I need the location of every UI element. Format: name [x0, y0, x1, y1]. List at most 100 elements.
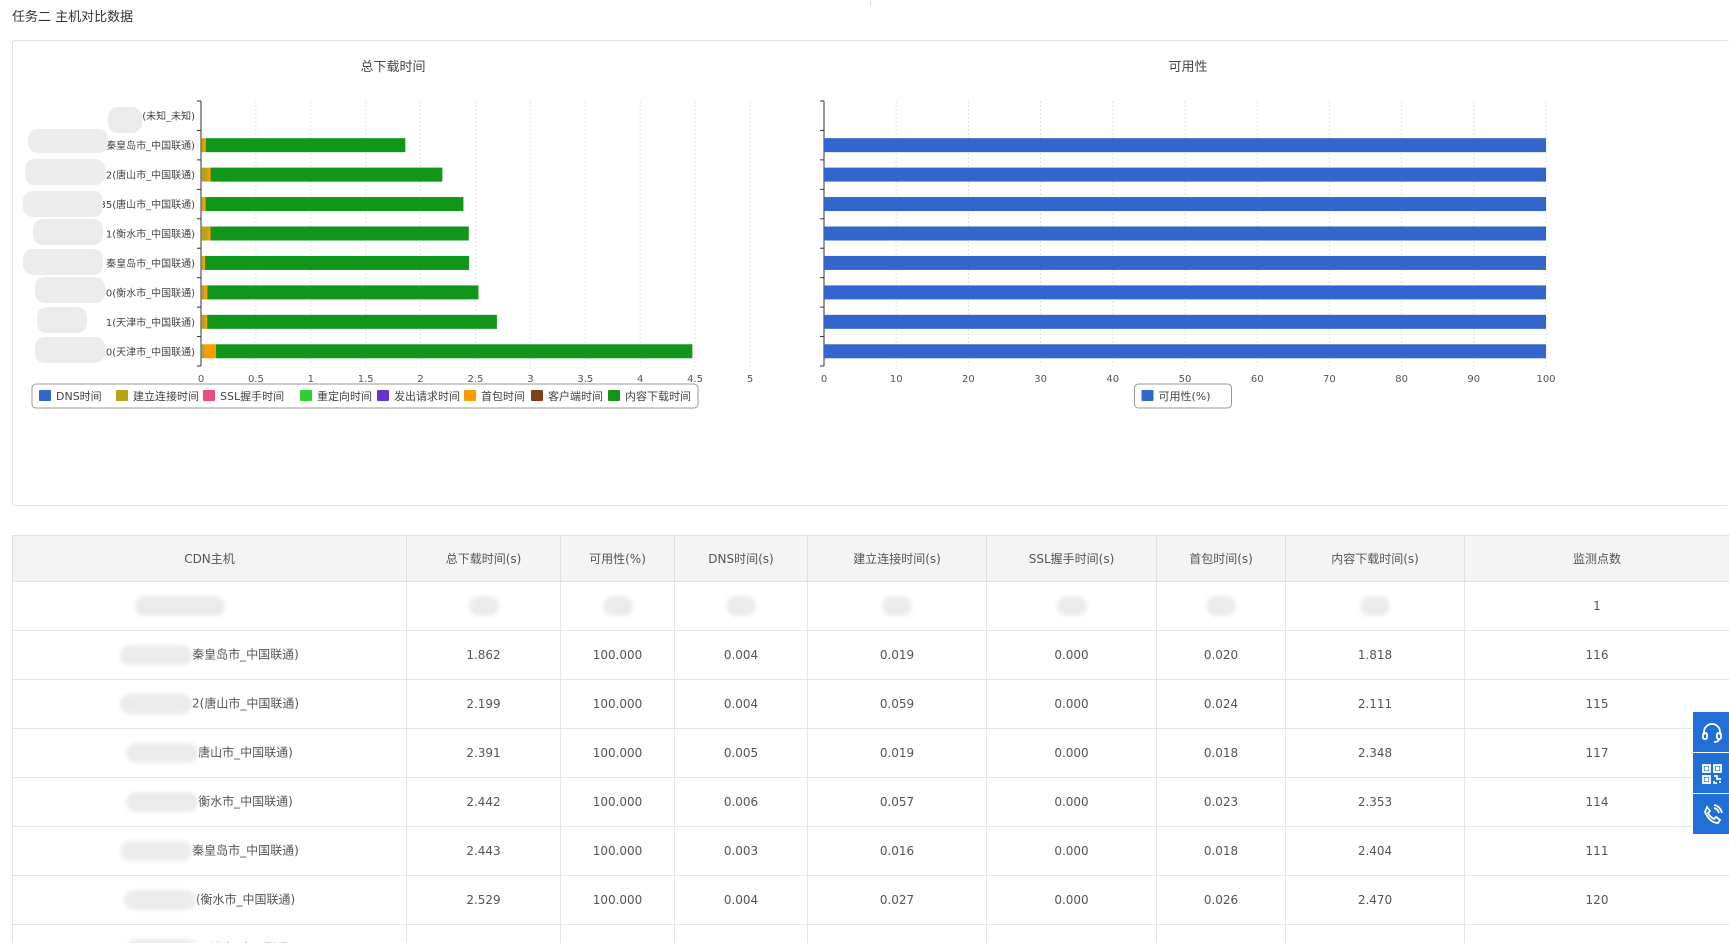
legend-swatch[interactable]	[464, 390, 476, 401]
cell-value: 114	[1585, 795, 1609, 809]
qr-code-button[interactable]	[1693, 753, 1729, 793]
bar-segment[interactable]	[203, 255, 206, 270]
bar-segment[interactable]	[204, 314, 208, 329]
bar-segment[interactable]	[210, 167, 443, 182]
bar-segment[interactable]	[824, 197, 1546, 212]
bar-segment[interactable]	[201, 197, 202, 212]
legend-swatch[interactable]	[1141, 390, 1154, 401]
redacted-value	[602, 596, 633, 616]
bar-segment[interactable]	[824, 344, 1546, 359]
cell-value: 1.818	[1357, 648, 1393, 662]
bar-segment[interactable]	[824, 167, 1546, 182]
col-header-first-packet[interactable]: 首包时间(s)	[1156, 535, 1286, 582]
bar-segment[interactable]	[215, 344, 693, 359]
table-cell: 100.000	[560, 679, 675, 729]
cell-value: 天津市_中国联通)	[198, 942, 293, 943]
table-cell: 0.023	[1156, 777, 1286, 827]
table-row[interactable]: (衡水市_中国联通) 2.529 100.000 0.004 0.027 0.000 0.0…	[12, 875, 1729, 925]
legend-swatch[interactable]	[608, 390, 620, 401]
bar-segment[interactable]	[207, 285, 479, 300]
col-header-connect[interactable]: 建立连接时间(s)	[807, 535, 987, 582]
bar-segment[interactable]	[207, 167, 211, 182]
legend-label[interactable]: DNS时间	[56, 390, 102, 403]
legend-swatch[interactable]	[203, 390, 215, 401]
col-header-ssl[interactable]: SSL握手时间(s)	[986, 535, 1157, 582]
table-row[interactable]: 1	[12, 581, 1729, 631]
bar-segment[interactable]	[201, 285, 202, 300]
bar-segment[interactable]	[201, 314, 202, 329]
table-cell: 天津市_中国联通)	[12, 924, 407, 943]
bar-segment[interactable]	[207, 226, 211, 241]
bar-segment[interactable]	[205, 197, 464, 212]
table-row[interactable]: 天津市_中国联通) 2.697100.0000.0050.0310.0000.02…	[12, 924, 1729, 943]
legend-swatch[interactable]	[300, 390, 312, 401]
bar-segment[interactable]	[201, 255, 204, 270]
table-cell: 114	[1464, 777, 1729, 827]
phone-button[interactable]	[1693, 794, 1729, 834]
bar-segment[interactable]	[204, 285, 208, 300]
table-row[interactable]: 秦皇岛市_中国联通) 2.443 100.000 0.003 0.016 0.000 0.0…	[12, 826, 1729, 876]
bar-segment[interactable]	[201, 285, 205, 300]
table-cell: 0.006	[674, 777, 808, 827]
col-header-availability[interactable]: 可用性(%)	[560, 535, 675, 582]
cell-value: 0.000	[1054, 795, 1089, 809]
bar-segment[interactable]	[204, 344, 216, 359]
legend-label[interactable]: 客户端时间	[548, 389, 603, 403]
bar-segment[interactable]	[201, 226, 202, 241]
legend-label[interactable]: 发出请求时间	[394, 389, 460, 403]
legend-label[interactable]: 首包时间	[481, 389, 525, 403]
cell-value: 0.018	[1203, 844, 1239, 858]
cell-value: 0.000	[1054, 746, 1089, 760]
legend-swatch[interactable]	[39, 390, 51, 401]
bar-segment[interactable]	[205, 255, 470, 270]
legend-label[interactable]: SSL握手时间	[220, 389, 284, 403]
legend-swatch[interactable]	[531, 390, 543, 401]
redacted-label	[35, 337, 105, 363]
legend-label[interactable]: 可用性(%)	[1159, 389, 1211, 403]
bar-segment[interactable]	[203, 197, 206, 212]
bar-segment[interactable]	[201, 314, 205, 329]
table-row[interactable]: 秦皇岛市_中国联通) 1.862 100.000 0.004 0.019 0.000 0.0…	[12, 630, 1729, 680]
legend-swatch[interactable]	[116, 390, 128, 401]
col-header-content-download[interactable]: 内容下载时间(s)	[1285, 535, 1465, 582]
cell-value: 0.004	[723, 697, 759, 711]
legend-label[interactable]: 内容下载时间	[625, 389, 691, 403]
bar-segment[interactable]	[201, 167, 208, 182]
bar-segment[interactable]	[201, 197, 204, 212]
table-cell: 120	[1464, 875, 1729, 925]
support-chat-button[interactable]	[1693, 712, 1729, 752]
bar-segment[interactable]	[824, 255, 1546, 270]
cell-value: 2.443	[466, 844, 501, 858]
bar-segment[interactable]	[201, 344, 205, 359]
table-cell: 0.019	[807, 630, 987, 680]
bar-segment[interactable]	[210, 226, 469, 241]
table-row[interactable]: 衡水市_中国联通) 2.442 100.000 0.006 0.057 0.000 0.02…	[12, 777, 1729, 827]
bar-segment[interactable]	[201, 344, 202, 359]
bar-segment[interactable]	[207, 314, 497, 329]
table-row[interactable]: 唐山市_中国联通) 2.391 100.000 0.005 0.019 0.000 0.01…	[12, 728, 1729, 778]
bar-segment[interactable]	[201, 226, 208, 241]
bar-segment[interactable]	[201, 255, 202, 270]
col-header-points[interactable]: 监测点数	[1464, 535, 1729, 582]
table-row[interactable]: 2(唐山市_中国联通) 2.199 100.000 0.004 0.059 0.000 0.…	[12, 679, 1729, 729]
bar-segment[interactable]	[824, 138, 1546, 153]
bar-segment[interactable]	[824, 226, 1546, 241]
bar-segment[interactable]	[203, 138, 206, 153]
legend-swatch[interactable]	[377, 390, 389, 401]
legend-label[interactable]: 重定向时间	[317, 389, 372, 403]
col-header-host[interactable]: CDN主机	[12, 535, 407, 582]
x-tick-label: 1	[308, 374, 314, 385]
bar-segment[interactable]	[201, 138, 202, 153]
table-cell: 2.348	[1285, 728, 1465, 778]
col-header-dns[interactable]: DNS时间(s)	[674, 535, 808, 582]
bar-segment[interactable]	[824, 285, 1546, 300]
bar-segment[interactable]	[201, 138, 204, 153]
redacted-value	[726, 596, 756, 616]
col-header-total-time[interactable]: 总下载时间(s)	[406, 535, 561, 582]
y-category-label: 72(唐山市_中国联通)	[99, 169, 195, 182]
bar-segment[interactable]	[205, 138, 406, 153]
legend-label[interactable]: 建立连接时间	[133, 389, 199, 403]
bar-segment[interactable]	[201, 167, 202, 182]
cell-value: 0.020	[1203, 648, 1239, 662]
bar-segment[interactable]	[824, 314, 1546, 329]
